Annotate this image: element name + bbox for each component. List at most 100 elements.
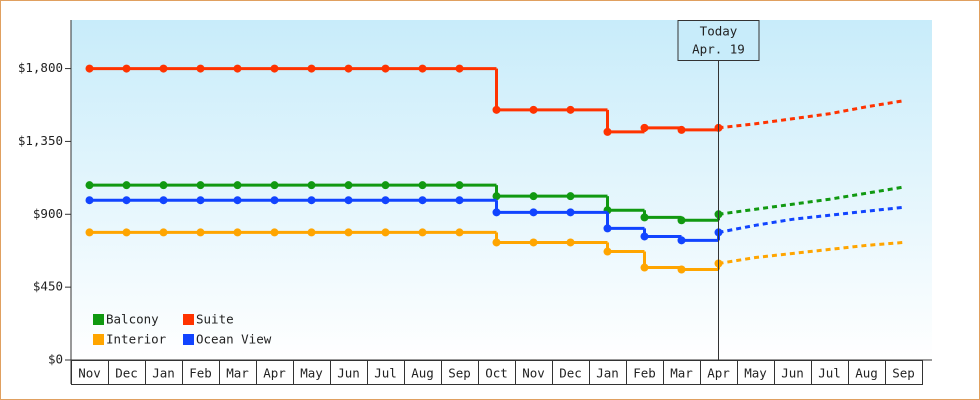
point [344,181,353,190]
x-tick-label: Sep [448,366,471,381]
legend-swatch [183,334,194,345]
x-tick-label: Nov [522,366,545,381]
legend-swatch [183,314,194,325]
x-tick-label: Apr [707,366,730,381]
x-tick-label: Jun [337,366,360,381]
x-tick-label: Aug [411,366,434,381]
point [603,127,612,136]
point [381,196,390,205]
point [307,64,316,73]
point [122,64,131,73]
x-tick-label: Jul [374,366,397,381]
point [159,64,168,73]
x-tick-label: Mar [670,366,693,381]
x-tick-label: Oct [485,366,508,381]
point [455,196,464,205]
point [455,181,464,190]
x-tick-label: Apr [263,366,286,381]
point [270,228,279,237]
point [85,196,94,205]
x-tick-label: Feb [189,366,212,381]
today-box [677,20,760,61]
point [677,216,686,225]
point [529,208,538,217]
x-tick-label: Jun [781,366,804,381]
point [307,181,316,190]
x-tick-box [885,360,923,385]
today-label: Today [700,24,738,39]
x-tick-label: Mar [226,366,249,381]
legend-label: Suite [196,312,234,327]
x-tick-label: Dec [559,366,582,381]
point [455,64,464,73]
point [529,105,538,114]
point [455,228,464,237]
point [159,181,168,190]
forecast-line [718,99,904,130]
point [418,228,427,237]
point [418,196,427,205]
point [677,236,686,245]
point [640,213,649,222]
point [270,196,279,205]
point [492,238,501,247]
point [307,196,316,205]
today-date: Apr. 19 [692,42,745,57]
legend-swatch [93,314,104,325]
point [566,192,575,201]
point [85,181,94,190]
point [270,181,279,190]
legend-label: Balcony [106,312,159,327]
point [85,228,94,237]
point [566,208,575,217]
legend-label: Interior [106,332,167,347]
x-tick-label: Jan [596,366,619,381]
plot-area [71,20,932,360]
point [233,196,242,205]
point [492,208,501,217]
point [344,228,353,237]
point [529,192,538,201]
point [196,196,205,205]
point [159,196,168,205]
x-tick-label: Jul [818,366,841,381]
point [640,263,649,272]
point [677,265,686,274]
point [418,181,427,190]
point [381,64,390,73]
point [529,238,538,247]
legend-label: Ocean View [196,332,272,347]
point [122,196,131,205]
point [270,64,279,73]
y-tick-label: $900 [33,206,63,221]
point [233,181,242,190]
forecast-line [718,240,904,265]
point [196,228,205,237]
x-tick-label: Sep [892,366,915,381]
point [122,181,131,190]
y-tick-label: $0 [48,352,63,367]
point [640,123,649,132]
x-tick-label: Feb [633,366,656,381]
point [233,228,242,237]
legend-swatch [93,334,104,345]
x-tick-label: Aug [855,366,878,381]
point [603,247,612,256]
point [159,228,168,237]
point [566,238,575,247]
forecast-line [718,185,904,216]
y-tick-label: $1,350 [18,133,63,148]
point [122,228,131,237]
point [492,105,501,114]
point [85,64,94,73]
point [196,181,205,190]
point [344,196,353,205]
point [566,105,575,114]
x-tick-label: Nov [78,366,101,381]
point [381,228,390,237]
point [196,64,205,73]
point [677,125,686,134]
point [307,228,316,237]
x-tick-label: Dec [115,366,138,381]
